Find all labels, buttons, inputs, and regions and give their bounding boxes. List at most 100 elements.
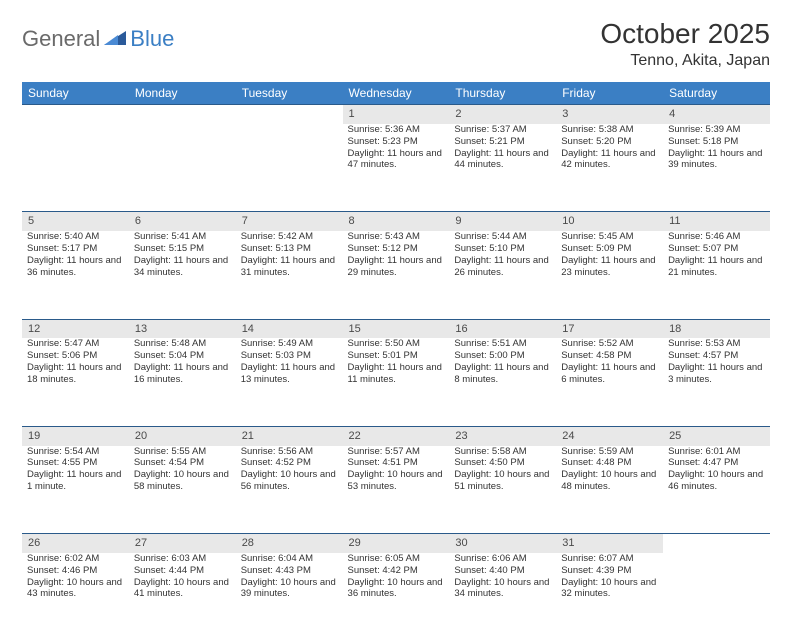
- day-detail-cell: [663, 553, 770, 641]
- day-detail-cell: Sunrise: 6:01 AMSunset: 4:47 PMDaylight:…: [663, 446, 770, 534]
- brand-part1: General: [22, 26, 100, 52]
- day-number-cell: 5: [22, 212, 129, 231]
- daylight-line: Daylight: 11 hours and 13 minutes.: [241, 362, 338, 386]
- day-detail-cell: Sunrise: 6:04 AMSunset: 4:43 PMDaylight:…: [236, 553, 343, 641]
- day-number-cell: 13: [129, 319, 236, 338]
- day-header: Thursday: [449, 82, 556, 105]
- day-number-row: 1234: [22, 105, 770, 124]
- day-detail-row: Sunrise: 5:40 AMSunset: 5:17 PMDaylight:…: [22, 231, 770, 319]
- sunset-line: Sunset: 4:39 PM: [561, 565, 658, 577]
- sunset-line: Sunset: 5:18 PM: [668, 136, 765, 148]
- day-number-cell: 4: [663, 105, 770, 124]
- day-detail-cell: Sunrise: 5:43 AMSunset: 5:12 PMDaylight:…: [343, 231, 450, 319]
- sunrise-line: Sunrise: 5:38 AM: [561, 124, 658, 136]
- day-number-cell: 23: [449, 426, 556, 445]
- day-number-cell: 19: [22, 426, 129, 445]
- sunrise-line: Sunrise: 5:52 AM: [561, 338, 658, 350]
- day-header: Friday: [556, 82, 663, 105]
- sunrise-line: Sunrise: 6:06 AM: [454, 553, 551, 565]
- sunrise-line: Sunrise: 5:59 AM: [561, 446, 658, 458]
- sunset-line: Sunset: 4:52 PM: [241, 457, 338, 469]
- sunset-line: Sunset: 4:58 PM: [561, 350, 658, 362]
- day-detail-cell: Sunrise: 5:55 AMSunset: 4:54 PMDaylight:…: [129, 446, 236, 534]
- day-number-row: 262728293031: [22, 534, 770, 553]
- day-detail-cell: Sunrise: 5:38 AMSunset: 5:20 PMDaylight:…: [556, 124, 663, 212]
- sunrise-line: Sunrise: 5:43 AM: [348, 231, 445, 243]
- sunrise-line: Sunrise: 6:07 AM: [561, 553, 658, 565]
- daylight-line: Daylight: 10 hours and 41 minutes.: [134, 577, 231, 601]
- day-detail-cell: Sunrise: 5:41 AMSunset: 5:15 PMDaylight:…: [129, 231, 236, 319]
- daylight-line: Daylight: 10 hours and 48 minutes.: [561, 469, 658, 493]
- daylight-line: Daylight: 10 hours and 58 minutes.: [134, 469, 231, 493]
- daylight-line: Daylight: 11 hours and 26 minutes.: [454, 255, 551, 279]
- day-detail-row: Sunrise: 5:47 AMSunset: 5:06 PMDaylight:…: [22, 338, 770, 426]
- sunrise-line: Sunrise: 6:02 AM: [27, 553, 124, 565]
- daylight-line: Daylight: 11 hours and 39 minutes.: [668, 148, 765, 172]
- sunrise-line: Sunrise: 5:46 AM: [668, 231, 765, 243]
- sunset-line: Sunset: 5:23 PM: [348, 136, 445, 148]
- sunset-line: Sunset: 5:12 PM: [348, 243, 445, 255]
- sunrise-line: Sunrise: 5:54 AM: [27, 446, 124, 458]
- sunset-line: Sunset: 5:20 PM: [561, 136, 658, 148]
- daylight-line: Daylight: 10 hours and 34 minutes.: [454, 577, 551, 601]
- daylight-line: Daylight: 11 hours and 6 minutes.: [561, 362, 658, 386]
- day-number-cell: 20: [129, 426, 236, 445]
- sunrise-line: Sunrise: 5:53 AM: [668, 338, 765, 350]
- sunset-line: Sunset: 4:54 PM: [134, 457, 231, 469]
- daylight-line: Daylight: 10 hours and 36 minutes.: [348, 577, 445, 601]
- day-detail-cell: Sunrise: 5:47 AMSunset: 5:06 PMDaylight:…: [22, 338, 129, 426]
- sunrise-line: Sunrise: 5:45 AM: [561, 231, 658, 243]
- daylight-line: Daylight: 10 hours and 39 minutes.: [241, 577, 338, 601]
- day-number-cell: 22: [343, 426, 450, 445]
- sunset-line: Sunset: 5:09 PM: [561, 243, 658, 255]
- sunset-line: Sunset: 5:01 PM: [348, 350, 445, 362]
- day-detail-cell: Sunrise: 5:51 AMSunset: 5:00 PMDaylight:…: [449, 338, 556, 426]
- day-detail-cell: Sunrise: 5:40 AMSunset: 5:17 PMDaylight:…: [22, 231, 129, 319]
- day-detail-cell: Sunrise: 6:05 AMSunset: 4:42 PMDaylight:…: [343, 553, 450, 641]
- day-number-cell: 27: [129, 534, 236, 553]
- day-number-cell: 21: [236, 426, 343, 445]
- sunrise-line: Sunrise: 5:47 AM: [27, 338, 124, 350]
- daylight-line: Daylight: 11 hours and 8 minutes.: [454, 362, 551, 386]
- day-number-cell: [22, 105, 129, 124]
- daylight-line: Daylight: 11 hours and 31 minutes.: [241, 255, 338, 279]
- brand-part2: Blue: [130, 26, 174, 52]
- day-detail-cell: Sunrise: 5:36 AMSunset: 5:23 PMDaylight:…: [343, 124, 450, 212]
- day-number-row: 19202122232425: [22, 426, 770, 445]
- day-detail-row: Sunrise: 6:02 AMSunset: 4:46 PMDaylight:…: [22, 553, 770, 641]
- daylight-line: Daylight: 11 hours and 29 minutes.: [348, 255, 445, 279]
- day-number-cell: 28: [236, 534, 343, 553]
- day-detail-cell: Sunrise: 5:53 AMSunset: 4:57 PMDaylight:…: [663, 338, 770, 426]
- day-number-cell: 3: [556, 105, 663, 124]
- daylight-line: Daylight: 10 hours and 46 minutes.: [668, 469, 765, 493]
- daylight-line: Daylight: 11 hours and 21 minutes.: [668, 255, 765, 279]
- day-detail-cell: Sunrise: 5:48 AMSunset: 5:04 PMDaylight:…: [129, 338, 236, 426]
- day-number-cell: 1: [343, 105, 450, 124]
- daylight-line: Daylight: 10 hours and 32 minutes.: [561, 577, 658, 601]
- day-detail-cell: Sunrise: 5:50 AMSunset: 5:01 PMDaylight:…: [343, 338, 450, 426]
- daylight-line: Daylight: 11 hours and 18 minutes.: [27, 362, 124, 386]
- location-text: Tenno, Akita, Japan: [600, 52, 770, 70]
- sunrise-line: Sunrise: 5:49 AM: [241, 338, 338, 350]
- day-number-cell: 18: [663, 319, 770, 338]
- day-detail-cell: Sunrise: 5:57 AMSunset: 4:51 PMDaylight:…: [343, 446, 450, 534]
- day-number-cell: 17: [556, 319, 663, 338]
- day-number-cell: 9: [449, 212, 556, 231]
- daylight-line: Daylight: 11 hours and 23 minutes.: [561, 255, 658, 279]
- day-detail-cell: Sunrise: 5:49 AMSunset: 5:03 PMDaylight:…: [236, 338, 343, 426]
- sunset-line: Sunset: 5:15 PM: [134, 243, 231, 255]
- day-detail-cell: Sunrise: 5:45 AMSunset: 5:09 PMDaylight:…: [556, 231, 663, 319]
- day-detail-row: Sunrise: 5:36 AMSunset: 5:23 PMDaylight:…: [22, 124, 770, 212]
- day-number-cell: 15: [343, 319, 450, 338]
- day-number-row: 567891011: [22, 212, 770, 231]
- sunrise-line: Sunrise: 5:57 AM: [348, 446, 445, 458]
- sunset-line: Sunset: 5:17 PM: [27, 243, 124, 255]
- day-number-cell: 6: [129, 212, 236, 231]
- daylight-line: Daylight: 11 hours and 42 minutes.: [561, 148, 658, 172]
- day-number-row: 12131415161718: [22, 319, 770, 338]
- sunrise-line: Sunrise: 5:41 AM: [134, 231, 231, 243]
- day-header: Tuesday: [236, 82, 343, 105]
- day-detail-cell: Sunrise: 6:06 AMSunset: 4:40 PMDaylight:…: [449, 553, 556, 641]
- sunset-line: Sunset: 4:48 PM: [561, 457, 658, 469]
- sunset-line: Sunset: 4:40 PM: [454, 565, 551, 577]
